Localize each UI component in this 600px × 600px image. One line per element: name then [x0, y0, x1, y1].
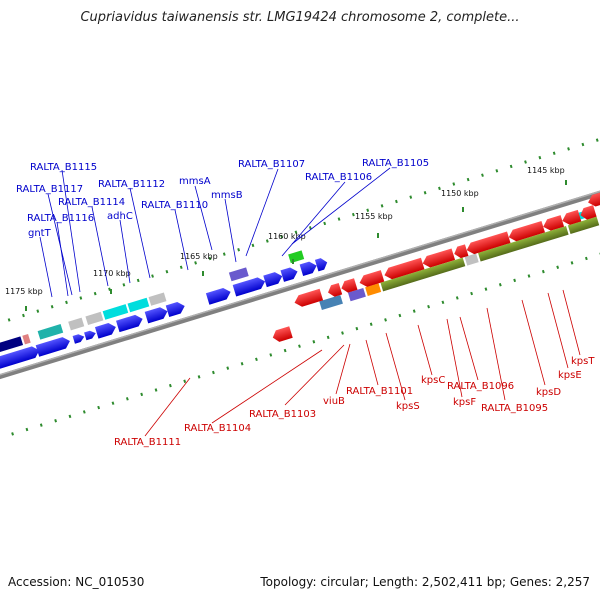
feature-purple[interactable]: [228, 267, 249, 282]
kbp-label: 1155 kbp: [355, 212, 393, 221]
gene-label[interactable]: mmsB: [211, 190, 243, 201]
feature-teal[interactable]: [37, 324, 64, 340]
gene-reverse[interactable]: [340, 278, 358, 294]
gene-reverse[interactable]: [421, 248, 456, 269]
feature-gray[interactable]: [85, 311, 104, 326]
feature-green[interactable]: [288, 250, 305, 264]
gene-label[interactable]: kpsD: [536, 387, 561, 398]
topology-text: Topology: circular; Length: 2,502,411 bp…: [260, 575, 590, 589]
bottom-leader-lines: [144, 289, 581, 437]
gene-label[interactable]: RALTA_B1106: [305, 172, 372, 183]
gene-reverse[interactable]: [271, 326, 293, 343]
gene-forward[interactable]: [232, 276, 267, 297]
kbp-label: 1170 kbp: [93, 269, 131, 278]
gene-reverse[interactable]: [579, 205, 597, 221]
genome-backbone: [0, 152, 600, 421]
feature-cyan[interactable]: [127, 297, 150, 313]
gene-forward[interactable]: [314, 257, 329, 272]
gene-label[interactable]: kpsE: [558, 370, 582, 381]
feature-gray[interactable]: [148, 292, 167, 306]
kbp-ticks: [25, 180, 567, 311]
gene-reverse[interactable]: [561, 209, 582, 227]
gene-reverse[interactable]: [326, 282, 343, 298]
gene-label[interactable]: RALTA_B1096: [447, 381, 514, 392]
kbp-label: 1145 kbp: [527, 166, 565, 175]
gene-reverse[interactable]: [293, 288, 324, 309]
kbp-label: 1165 kbp: [180, 252, 218, 261]
genome-backbone-highlight: [0, 152, 600, 417]
gene-label[interactable]: mmsA: [179, 176, 211, 187]
top-gene-labels: RALTA_B1115 RALTA_B1117 RALTA_B1114 RALT…: [16, 158, 429, 239]
gene-label[interactable]: RALTA_B1095: [481, 403, 548, 414]
feature-gray[interactable]: [464, 253, 479, 266]
gene-label[interactable]: RALTA_B1105: [362, 158, 429, 169]
gene-label[interactable]: RALTA_B1104: [184, 423, 251, 434]
gene-forward[interactable]: [84, 329, 97, 341]
gene-reverse[interactable]: [465, 231, 511, 255]
gene-forward[interactable]: [0, 345, 41, 370]
forward-features: [0, 250, 305, 354]
feature-pink[interactable]: [22, 333, 31, 345]
feature-olive[interactable]: [478, 225, 569, 262]
kbp-label: 1175 kbp: [5, 287, 43, 296]
gene-reverse[interactable]: [507, 220, 545, 243]
gene-label[interactable]: RALTA_B1112: [98, 179, 165, 190]
scale-track-outer: [0, 112, 600, 362]
gene-label[interactable]: RALTA_B1101: [346, 386, 413, 397]
feature-olive[interactable]: [380, 257, 466, 292]
gene-label[interactable]: adhC: [107, 211, 133, 222]
gene-forward[interactable]: [165, 300, 187, 317]
gene-label[interactable]: RALTA_B1107: [238, 159, 305, 170]
feature-navy[interactable]: [0, 336, 24, 354]
gene-label[interactable]: RALTA_B1116: [27, 213, 94, 224]
gene-label[interactable]: RALTA_B1111: [114, 437, 181, 448]
gene-label[interactable]: kpsC: [421, 375, 445, 386]
gene-reverse[interactable]: [358, 270, 385, 288]
gene-reverse[interactable]: [453, 244, 469, 259]
feature-gray[interactable]: [68, 317, 85, 331]
scale-track-inner: [0, 217, 600, 467]
feature-steel[interactable]: [319, 294, 343, 311]
gene-label[interactable]: kpsT: [571, 356, 595, 367]
feature-orange[interactable]: [365, 283, 382, 297]
gene-forward[interactable]: [144, 305, 170, 324]
gene-label[interactable]: RALTA_B1117: [16, 184, 83, 195]
gene-label[interactable]: RALTA_B1114: [58, 197, 125, 208]
gene-label[interactable]: RALTA_B1115: [30, 162, 97, 173]
gene-reverse[interactable]: [383, 257, 425, 281]
gene-label[interactable]: RALTA_B1110: [141, 200, 208, 211]
forward-genes: [0, 257, 329, 370]
map-title: Cupriavidus taiwanensis str. LMG19424 ch…: [80, 10, 520, 25]
gene-reverse[interactable]: [586, 189, 600, 208]
accession-text: Accession: NC_010530: [8, 575, 145, 589]
gene-label[interactable]: RALTA_B1103: [249, 409, 316, 420]
kbp-label: 1150 kbp: [441, 189, 479, 198]
gene-forward[interactable]: [299, 260, 319, 277]
gene-forward[interactable]: [263, 270, 284, 288]
gene-label[interactable]: gntT: [28, 228, 52, 239]
gene-forward[interactable]: [116, 313, 144, 333]
gene-reverse[interactable]: [541, 215, 565, 232]
gene-label[interactable]: kpsF: [453, 397, 476, 408]
feature-cyan[interactable]: [102, 304, 129, 320]
gene-forward[interactable]: [280, 266, 299, 282]
gene-forward[interactable]: [205, 286, 232, 305]
feature-olive[interactable]: [567, 216, 600, 235]
kbp-label: 1160 kbp: [268, 232, 306, 241]
gene-label[interactable]: viuB: [323, 396, 345, 407]
bottom-gene-labels: kpsT kpsE kpsD RALTA_B1095 RALTA_B1096 k…: [114, 356, 595, 448]
feature-purple[interactable]: [347, 287, 366, 302]
top-leader-lines: [39, 167, 391, 298]
gene-forward[interactable]: [94, 321, 118, 339]
reverse-genes: [271, 189, 600, 343]
gene-forward[interactable]: [35, 335, 72, 357]
gene-label[interactable]: kpsS: [396, 401, 420, 412]
gene-forward[interactable]: [72, 333, 86, 344]
